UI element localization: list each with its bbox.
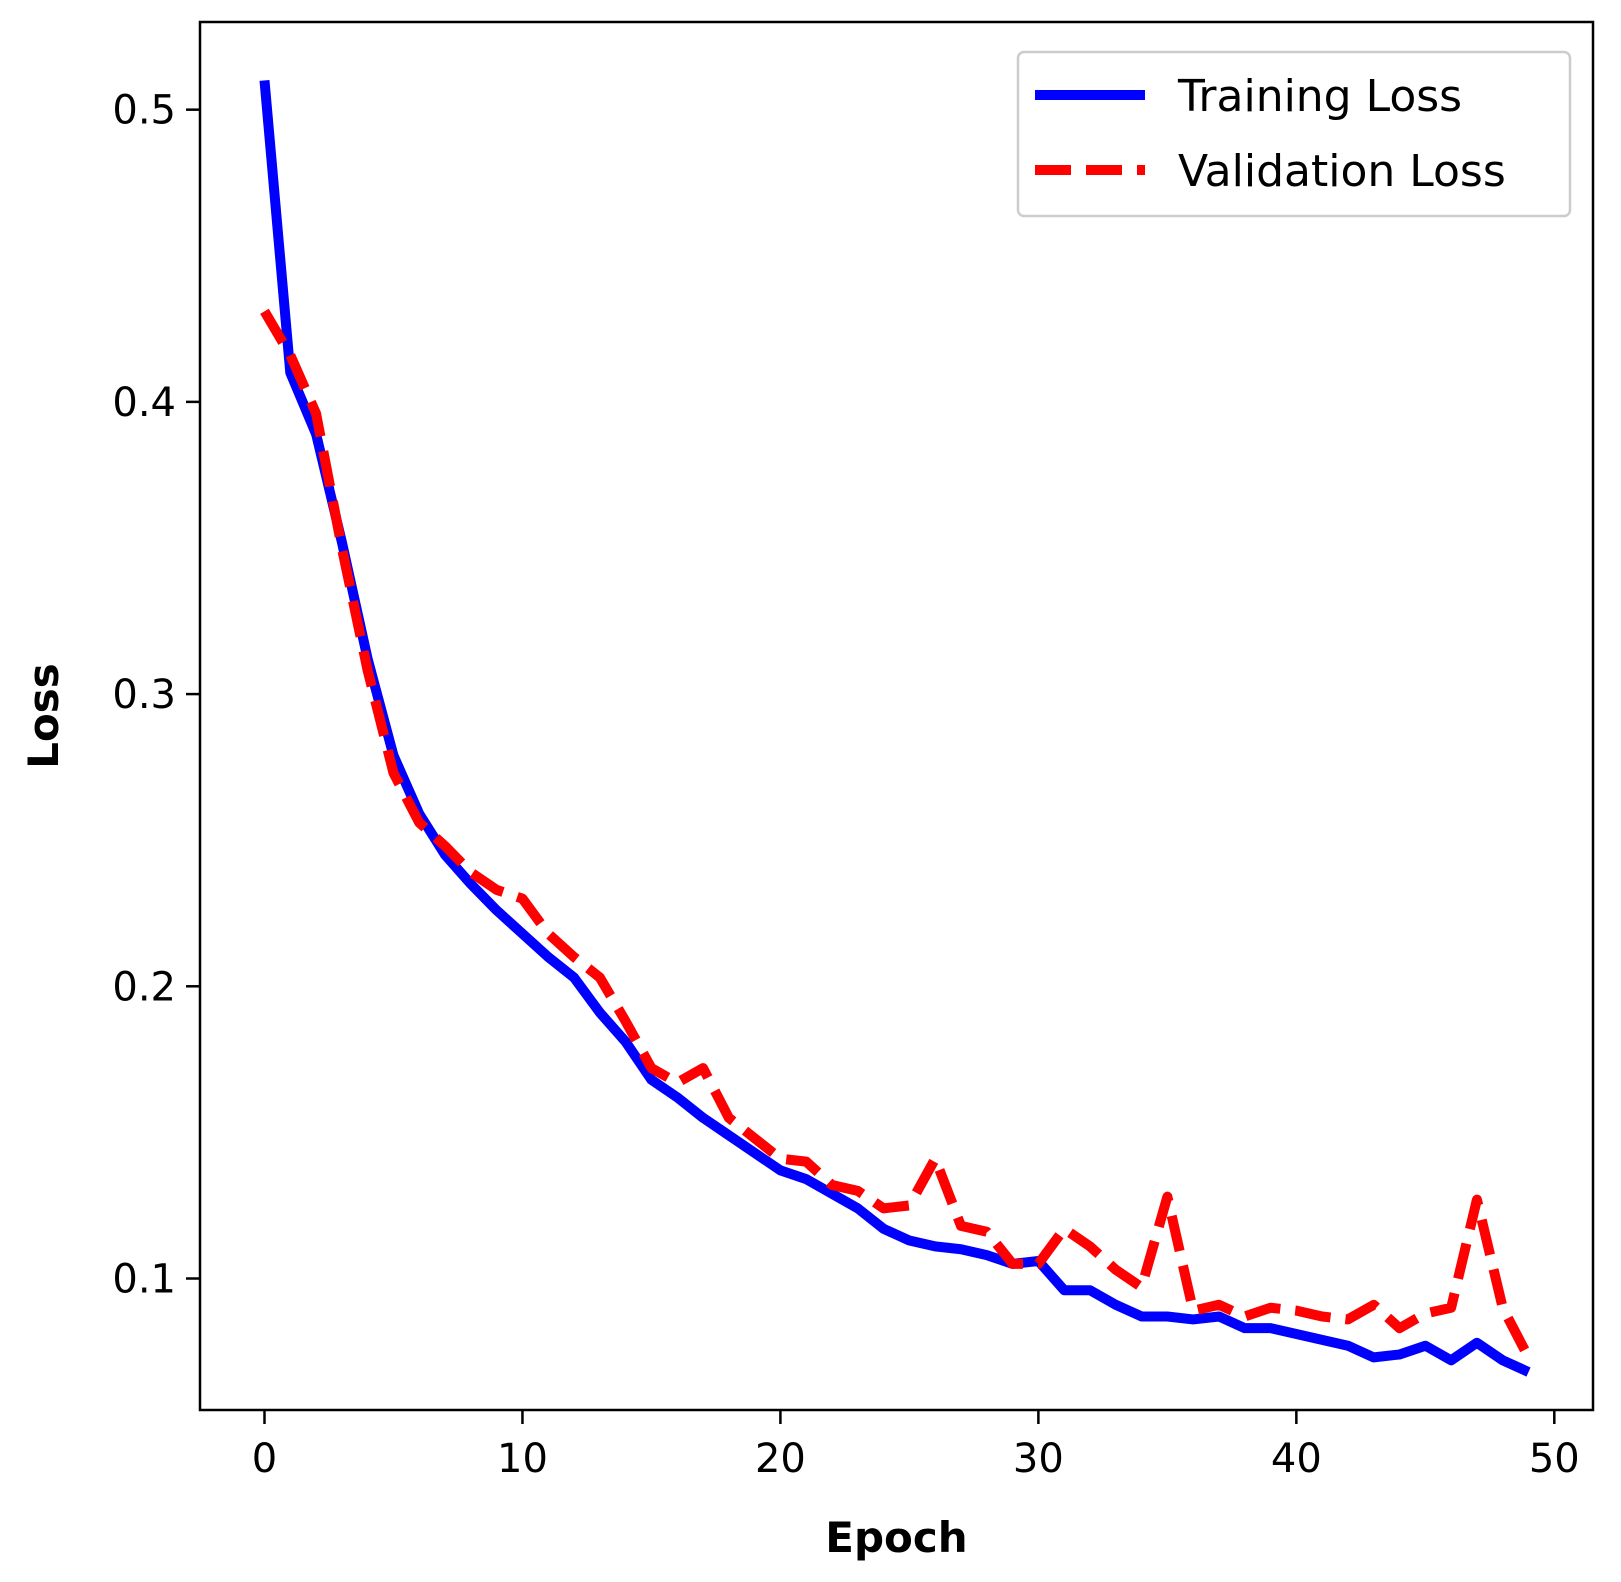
x-tick-label: 40 [1271,1436,1322,1482]
series-line-validation [260,308,1533,1360]
series-layer [259,80,1533,1377]
plot-frame [198,20,1595,1412]
legend-label-training: Training Loss [1177,71,1462,122]
x-tick-label: 0 [252,1436,277,1482]
y-tick-label: 0.1 [112,1257,176,1303]
legend: Training Loss Validation Loss [1016,50,1572,218]
x-tick-label: 30 [1013,1436,1064,1482]
x-axis: 0 10 20 30 40 50 [252,1410,1580,1482]
y-tick-label: 0.2 [112,964,176,1010]
x-tick-label: 50 [1529,1436,1580,1482]
y-axis-label: Loss [19,663,68,769]
y-tick-label: 0.3 [112,672,176,718]
legend-box [1016,50,1572,218]
series-line-training [259,80,1531,1377]
x-tick-label: 20 [755,1436,806,1482]
y-tick-label: 0.4 [112,380,176,426]
legend-label-validation: Validation Loss [1178,146,1506,197]
y-tick-label: 0.5 [112,88,176,134]
y-axis: 0.1 0.2 0.3 0.4 0.5 [112,88,200,1303]
x-axis-label: Epoch [825,1513,967,1562]
x-tick-label: 10 [497,1436,548,1482]
